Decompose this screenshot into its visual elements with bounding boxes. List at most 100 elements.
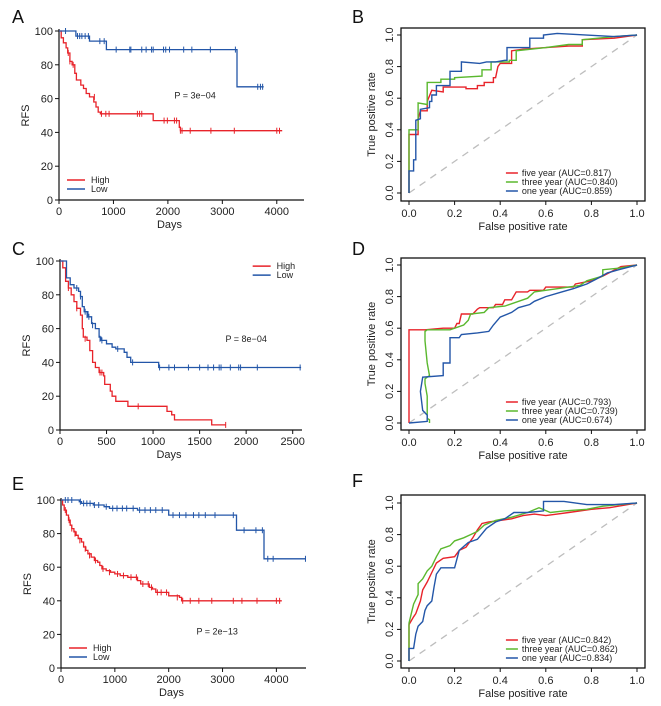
y-tick-label: 80 (41, 60, 53, 72)
legend-label: High (93, 643, 112, 653)
y-tick-label: 0.0 (384, 185, 396, 200)
legend-label: five year (AUC=0.817) (522, 168, 611, 178)
y-tick-label: 80 (42, 290, 54, 302)
legend-label: one year (AUC=0.674) (522, 415, 612, 425)
x-tick-label: 1000 (101, 206, 125, 218)
x-tick-label: 0.6 (538, 437, 553, 449)
x-tick-label: 1.0 (629, 675, 644, 687)
legend-label: five year (AUC=0.793) (522, 397, 611, 407)
km-curve-low (59, 30, 264, 88)
plot-frame (400, 494, 646, 669)
x-tick-label: 0 (56, 206, 62, 218)
x-axis-title: Days (157, 219, 183, 231)
x-tick-label: 3000 (210, 206, 234, 218)
p-value: P = 2e−13 (196, 626, 237, 636)
y-tick-label: 0.8 (384, 289, 396, 304)
x-tick-label: 4000 (265, 206, 289, 218)
x-tick-label: 0.8 (584, 208, 599, 220)
legend-label: High (91, 175, 110, 185)
x-tick-label: 1500 (187, 436, 211, 448)
panel-label: D (352, 239, 365, 259)
x-tick-label: 0.6 (538, 675, 553, 687)
km-curve-high (59, 30, 283, 132)
legend-label: one year (AUC=0.859) (522, 186, 612, 196)
x-tick-label: 0.8 (584, 437, 599, 449)
x-tick-label: 3000 (210, 674, 234, 686)
y-tick-label: 1.0 (384, 27, 396, 42)
y-tick-label: 80 (43, 529, 55, 541)
roc-curve-one-year (408, 32, 638, 193)
legend-label: five year (AUC=0.842) (522, 635, 611, 645)
y-tick-label: 0.0 (384, 653, 396, 668)
y-tick-label: 0.2 (384, 384, 396, 399)
x-tick-label: 2000 (234, 436, 258, 448)
y-tick-label: 60 (41, 94, 53, 106)
y-tick-label: 100 (37, 495, 55, 507)
x-tick-label: 0.2 (447, 437, 462, 449)
x-tick-label: 0.4 (493, 675, 508, 687)
x-tick-label: 4000 (264, 674, 288, 686)
legend-label: Low (277, 270, 294, 280)
y-tick-label: 0.2 (384, 154, 396, 169)
legend-label: three year (AUC=0.862) (522, 644, 618, 654)
p-value: P = 8e−04 (225, 334, 266, 344)
y-tick-label: 20 (41, 161, 53, 173)
y-tick-label: 20 (42, 391, 54, 403)
x-tick-label: 0.2 (447, 675, 462, 687)
y-axis-title: True positive rate (366, 539, 378, 624)
y-tick-label: 40 (42, 357, 54, 369)
panel-label: E (12, 474, 24, 494)
y-tick-label: 0.6 (384, 321, 396, 336)
panel-f: F 0.0 0.2 0.4 0.6 0.8 1.0 0.0 0.2 0.4 0.6 0.8 1.0 Fal… (352, 471, 646, 700)
panel-b: B 0.0 0.2 0.4 0.6 0.8 1.0 0.0 0.2 0.4 0.6 0.8 1.0 Fal… (352, 7, 646, 233)
y-tick-label: 1.0 (384, 257, 396, 272)
x-tick-label: 0.0 (401, 437, 416, 449)
x-tick-label: 1000 (103, 674, 127, 686)
y-tick-label: 0.0 (384, 415, 396, 430)
x-axis-title: False positive rate (478, 688, 567, 700)
x-tick-label: 0 (57, 436, 63, 448)
x-tick-label: 0.8 (584, 675, 599, 687)
x-tick-label: 1.0 (629, 208, 644, 220)
y-tick-label: 0.6 (384, 559, 396, 574)
x-tick-label: 0.4 (493, 208, 508, 220)
panel-d: D 0.0 0.2 0.4 0.6 0.8 1.0 0.0 0.2 0.4 0.6 0.8 1.0 Fal… (352, 239, 646, 462)
panel-label: C (12, 239, 25, 259)
panel-label: A (12, 7, 24, 27)
y-tick-label: 100 (36, 256, 54, 268)
y-tick-label: 60 (42, 324, 54, 336)
y-tick-label: 0.4 (384, 122, 396, 137)
x-tick-label: 2000 (156, 674, 180, 686)
y-tick-label: 100 (35, 26, 53, 38)
y-axis-title: RFS (22, 573, 34, 595)
x-axis-title: False positive rate (478, 450, 567, 462)
y-tick-label: 0 (49, 663, 55, 675)
panel-label: B (352, 7, 364, 27)
p-value: P = 3e−04 (174, 91, 215, 101)
y-tick-label: 40 (43, 596, 55, 608)
x-tick-label: 0.6 (538, 208, 553, 220)
x-axis-title: False positive rate (478, 221, 567, 233)
legend-label: three year (AUC=0.739) (522, 406, 618, 416)
legend-label: one year (AUC=0.834) (522, 653, 612, 663)
plot-frame (400, 27, 646, 202)
x-tick-label: 0.4 (493, 437, 508, 449)
roc-curve-five-year (408, 264, 638, 423)
km-curve-high (61, 499, 282, 602)
y-tick-label: 0 (48, 425, 54, 437)
y-tick-label: 40 (41, 127, 53, 139)
km-curve-high (60, 260, 226, 426)
plot-frame (400, 257, 646, 431)
y-tick-label: 0.4 (384, 590, 396, 605)
x-tick-label: 0 (58, 674, 64, 686)
x-tick-label: 1.0 (629, 437, 644, 449)
y-tick-label: 0.8 (384, 59, 396, 74)
km-curve-low (61, 499, 306, 560)
y-tick-label: 0 (47, 195, 53, 207)
x-tick-label: 0.2 (447, 208, 462, 220)
legend-label: three year (AUC=0.840) (522, 177, 618, 187)
roc-curve-three-year (424, 264, 638, 423)
